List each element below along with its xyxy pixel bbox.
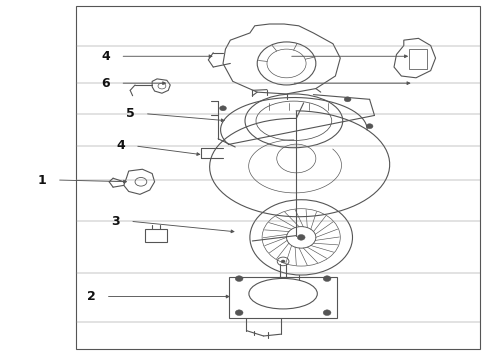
Bar [146, 229, 167, 242]
Bar [229, 277, 337, 318]
Circle shape [281, 260, 285, 263]
Circle shape [235, 310, 243, 316]
Text: 4: 4 [101, 50, 110, 63]
Circle shape [297, 234, 305, 240]
Text: 3: 3 [111, 215, 120, 228]
Text: 6: 6 [101, 77, 110, 90]
Circle shape [344, 97, 351, 102]
Text: 1: 1 [38, 174, 47, 186]
Circle shape [323, 310, 331, 316]
Bar [76, 6, 480, 348]
Bar [409, 49, 427, 69]
Text: 5: 5 [126, 107, 135, 120]
Circle shape [235, 276, 243, 282]
Text: 2: 2 [87, 290, 96, 303]
Circle shape [366, 124, 373, 129]
Circle shape [323, 276, 331, 282]
Circle shape [220, 106, 226, 111]
Text: 4: 4 [116, 139, 125, 152]
